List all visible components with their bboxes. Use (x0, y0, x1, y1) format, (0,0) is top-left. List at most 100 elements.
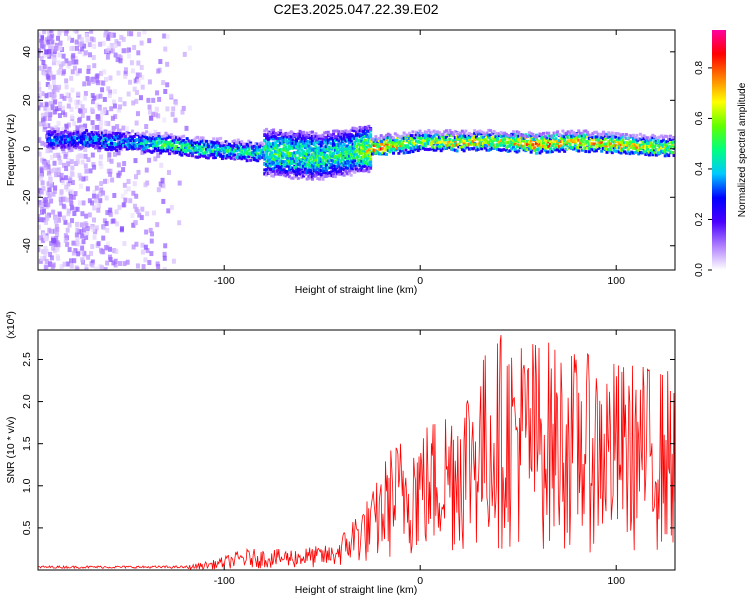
noise-cell (41, 52, 46, 58)
ridge-cell (263, 168, 267, 172)
ridge-cell (310, 139, 314, 143)
ridge-cell (517, 134, 521, 138)
ridge-cell (296, 156, 300, 160)
ridge-cell (333, 159, 337, 163)
ridge-cell (559, 134, 563, 138)
ridge-cell (390, 135, 394, 139)
ridge-cell (85, 136, 89, 140)
noise-cell (187, 45, 192, 51)
ridge-cell (178, 141, 182, 145)
ridge-cell (340, 151, 344, 155)
ridge-cell (467, 142, 471, 146)
ridge-cell (409, 134, 413, 138)
ridge-cell (332, 143, 336, 147)
noise-cell (156, 113, 161, 119)
ridge-cell (593, 147, 597, 151)
ridge-cell (392, 151, 396, 155)
ridge-cell (79, 132, 83, 136)
ridge-cell (257, 157, 261, 161)
ridge-cell (563, 132, 567, 136)
ridge-cell (291, 161, 295, 165)
ridge-cell (326, 134, 330, 138)
ridge-cell (198, 138, 202, 142)
ridge-cell (314, 155, 318, 159)
ridge-cell (243, 150, 247, 154)
ridge-cell (282, 139, 286, 143)
ridge-cell (492, 145, 496, 149)
ridge-cell (605, 133, 609, 137)
ridge-cell (598, 136, 602, 140)
ridge-cell (533, 148, 537, 152)
ridge-cell (358, 138, 362, 142)
ridge-cell (136, 143, 140, 147)
ridge-cell (169, 140, 173, 144)
ridge-cell (605, 144, 609, 148)
ridge-cell (227, 142, 231, 146)
ridge-cell (146, 139, 150, 143)
ridge-cell (266, 136, 270, 140)
ridge-cell (614, 149, 618, 153)
noise-cell (52, 52, 57, 58)
ridge-cell (295, 165, 299, 169)
ridge-cell (291, 156, 295, 160)
noise-cell (124, 48, 129, 54)
ridge-cell (302, 136, 306, 140)
ridge-cell (316, 177, 320, 181)
ridge-cell (549, 142, 553, 146)
ridge-cell (317, 164, 321, 168)
ridge-cell (383, 143, 387, 147)
ridge-cell (272, 154, 276, 158)
ridge-cell (363, 132, 367, 136)
ridge-cell (203, 151, 207, 155)
noise-cell (149, 251, 154, 257)
ridge-cell (277, 162, 281, 166)
ridge-cell (187, 142, 191, 146)
ridge-cell (247, 144, 251, 148)
ridge-cell (647, 153, 651, 157)
ridge-cell (541, 135, 545, 139)
ridge-cell (245, 145, 249, 149)
noise-cell (147, 38, 152, 44)
ridge-cell (116, 134, 120, 138)
ridge-cell (499, 130, 503, 134)
ridge-cell (349, 138, 353, 142)
ridge-cell (72, 141, 76, 145)
ridge-cell (208, 150, 212, 154)
ridge-cell (164, 137, 168, 141)
ridge-cell (273, 158, 277, 162)
ridge-cell (325, 174, 329, 178)
ridge-cell (314, 148, 318, 152)
ridge-cell (533, 146, 537, 150)
ridge-cell (494, 131, 498, 135)
ridge-cell (136, 131, 140, 135)
ridge-cell (293, 172, 297, 176)
noise-cell (114, 39, 119, 45)
ridge-cell (155, 144, 159, 148)
ridge-cell (497, 140, 501, 144)
ridge-cell (268, 142, 272, 146)
ridge-cell (369, 139, 373, 143)
ridge-cell (199, 153, 203, 157)
ridge-cell (109, 148, 113, 152)
ridge-cell (272, 137, 276, 141)
ridge-cell (430, 140, 434, 144)
ridge-cell (266, 171, 270, 175)
ridge-cell (298, 135, 302, 139)
ridge-cell (455, 143, 459, 147)
ridge-cell (563, 135, 567, 139)
noise-cell (116, 162, 121, 168)
ridge-cell (286, 158, 290, 162)
ridge-cell (323, 161, 327, 165)
ridge-cell (182, 134, 186, 138)
noise-cell (51, 209, 56, 215)
ridge-cell (85, 141, 89, 145)
ridge-cell (593, 130, 597, 134)
ridge-cell (579, 143, 583, 147)
ridge-cell (386, 135, 390, 139)
ridge-cell (392, 141, 396, 145)
ridge-cell (168, 145, 172, 149)
ridge-cell (476, 132, 480, 136)
ridge-cell (416, 145, 420, 149)
ridge-cell (291, 152, 295, 156)
noise-cell (131, 100, 136, 106)
